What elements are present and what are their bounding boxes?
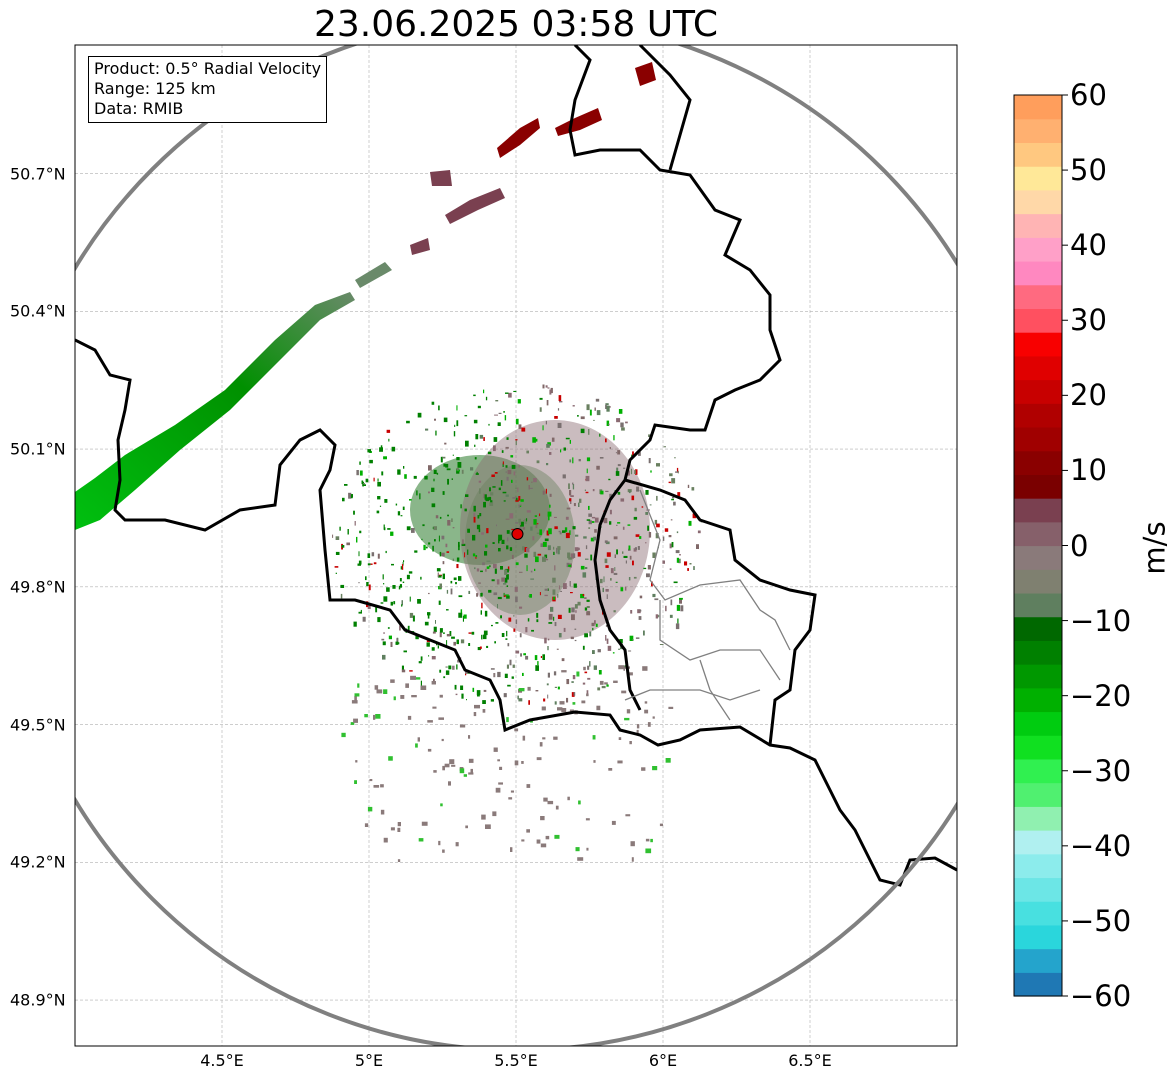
colorbar-segment <box>1014 355 1062 381</box>
y-tick-label: 49.5°N <box>10 715 66 735</box>
region-borders <box>624 489 791 721</box>
colorbar-segment <box>1014 616 1062 641</box>
colorbar-segment <box>1014 901 1062 926</box>
colorbar-tick-label: 0 <box>1070 528 1089 563</box>
colorbar-segment <box>1014 166 1062 191</box>
colorbar-segment <box>1014 664 1062 689</box>
colorbar-segment <box>1014 782 1062 807</box>
colorbar-segment <box>1014 189 1062 215</box>
country-borders <box>75 45 957 887</box>
colorbar-segment <box>1014 95 1062 120</box>
colorbar-tick-label: 40 <box>1070 228 1107 263</box>
colorbar-label: m/s <box>1137 521 1171 575</box>
colorbar-segment <box>1014 213 1062 238</box>
colorbar-segment <box>1014 474 1062 499</box>
colorbar-tick-label: 60 <box>1070 78 1107 112</box>
colorbar-segment <box>1014 260 1062 286</box>
y-tick-label: 48.9°N <box>10 990 66 1010</box>
x-tick-label: 6.5°E <box>788 1051 832 1070</box>
colorbar-segment <box>1014 450 1062 475</box>
colorbar <box>1014 95 1062 997</box>
colorbar-segment <box>1014 806 1062 831</box>
echo-band-green-tail <box>355 262 392 288</box>
colorbar-tick-label: −10 <box>1070 603 1132 638</box>
colorbar-tick-label: −20 <box>1070 678 1132 713</box>
colorbar-tick-label: −60 <box>1070 979 1132 1013</box>
colorbar-tick-label: 50 <box>1070 153 1107 188</box>
colorbar-tickmarks <box>1062 94 1068 997</box>
colorbar-segment <box>1014 687 1062 713</box>
y-tick-label: 49.2°N <box>10 852 66 872</box>
y-tick-label: 50.4°N <box>10 301 66 321</box>
colorbar-segment <box>1014 142 1062 167</box>
colorbar-segment <box>1014 758 1062 784</box>
colorbar-segment <box>1014 521 1062 547</box>
x-tick-label: 4.5°E <box>200 1051 244 1070</box>
radar-site-marker <box>511 528 524 541</box>
colorbar-segment <box>1014 237 1062 262</box>
colorbar-segment <box>1014 640 1062 665</box>
colorbar-segment <box>1014 592 1062 618</box>
echo-speckles <box>332 384 703 862</box>
colorbar-segment <box>1014 332 1062 357</box>
colorbar-segment <box>1014 972 1062 997</box>
colorbar-segment <box>1014 284 1062 309</box>
colorbar-segment <box>1014 853 1062 879</box>
colorbar-tick-label: −50 <box>1070 903 1132 938</box>
info-data: Data: RMIB <box>94 99 184 118</box>
echo-band-red <box>497 62 656 158</box>
echo-core-brown <box>460 420 650 640</box>
colorbar-segment <box>1014 711 1062 736</box>
colorbar-segment <box>1014 924 1062 950</box>
y-tick-label: 50.1°N <box>10 439 66 459</box>
colorbar-tick-label: 20 <box>1070 378 1107 413</box>
colorbar-segment <box>1014 379 1062 404</box>
colorbar-segment <box>1014 545 1062 570</box>
echo-band-green <box>75 292 355 530</box>
echo-band-brown <box>410 170 505 255</box>
colorbar-segment <box>1014 426 1062 452</box>
radar-echoes <box>75 62 703 862</box>
colorbar-segment <box>1014 735 1062 760</box>
y-tick-label: 50.7°N <box>10 164 66 184</box>
colorbar-segment <box>1014 308 1062 333</box>
colorbar-segment <box>1014 948 1062 973</box>
colorbar-segment <box>1014 118 1062 144</box>
map-title: 23.06.2025 03:58 UTC <box>313 4 719 45</box>
colorbar-tick-label: 10 <box>1070 453 1107 488</box>
product-info-box: Product: 0.5° Radial Velocity Range: 125… <box>88 56 328 123</box>
colorbar-tick-label: −30 <box>1070 753 1132 788</box>
colorbar-segment <box>1014 498 1062 523</box>
colorbar-tick-label: −40 <box>1070 828 1132 863</box>
colorbar-tick-label: 30 <box>1070 303 1107 338</box>
info-product: Product: 0.5° Radial Velocity <box>94 59 322 78</box>
x-tick-label: 6°E <box>648 1051 678 1070</box>
colorbar-segment <box>1014 830 1062 855</box>
echo-core-gray <box>465 465 575 615</box>
colorbar-segment <box>1014 877 1062 902</box>
colorbar-segment <box>1014 569 1062 594</box>
x-tick-label: 5.5°E <box>494 1051 538 1070</box>
y-tick-label: 49.8°N <box>10 577 66 597</box>
colorbar-segment <box>1014 403 1062 428</box>
info-range: Range: 125 km <box>94 79 216 98</box>
x-tick-label: 5°E <box>354 1051 384 1070</box>
